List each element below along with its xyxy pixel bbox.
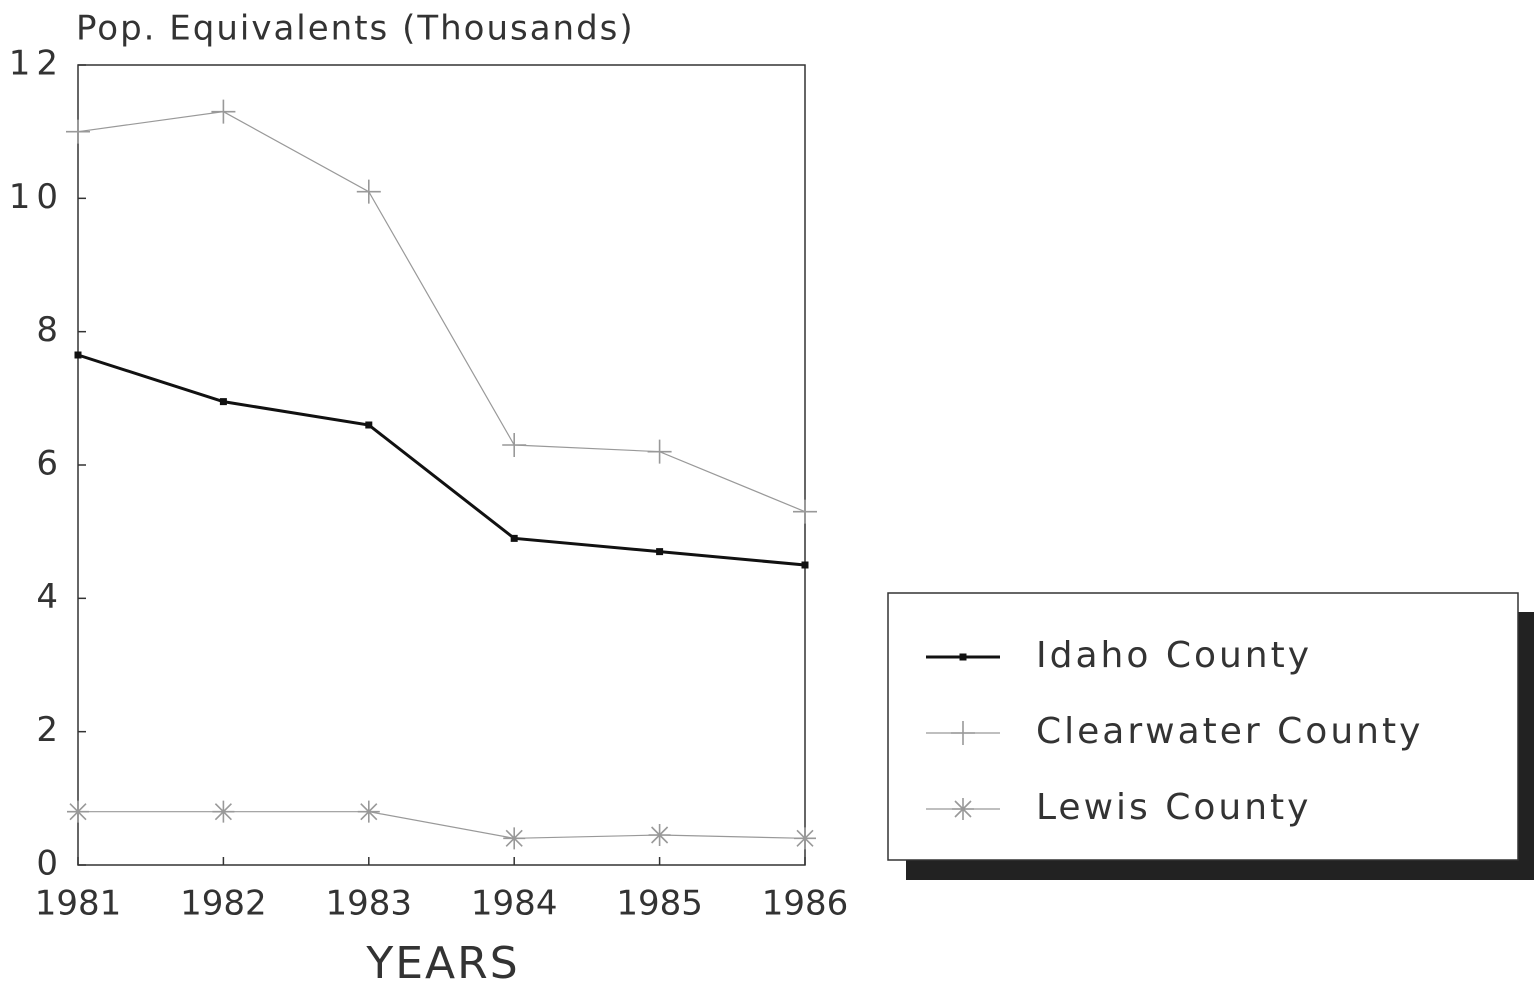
plot-frame: [77, 64, 806, 866]
x-axis-label: YEARS: [365, 938, 519, 989]
marker: [503, 827, 526, 850]
marker: [656, 548, 664, 556]
y-tick-label: 4: [36, 577, 64, 617]
marker: [801, 561, 809, 569]
marker: [67, 800, 89, 823]
series-line: [77, 353, 806, 567]
marker: [510, 534, 518, 542]
x-tick-label: 1985: [616, 884, 703, 924]
legend-box: [887, 592, 1519, 861]
x-tick-label: 1981: [35, 884, 122, 924]
x-tick-label: 1984: [471, 884, 558, 924]
marker: [365, 421, 373, 429]
y-tick-label: 10: [9, 177, 64, 217]
x-tick-label: 1982: [180, 884, 267, 924]
series-line: [78, 811, 806, 839]
marker: [648, 824, 671, 846]
legend-marker: [952, 798, 974, 820]
marker: [219, 398, 227, 406]
y-axis-label: Pop. Equivalents (Thousands): [76, 9, 635, 49]
marker: [793, 499, 817, 524]
x-tick-label: 1983: [326, 884, 413, 924]
y-tick-label: 12: [9, 44, 64, 84]
marker: [211, 99, 236, 124]
y-tick-label: 2: [36, 710, 64, 750]
legend-label: Lewis County: [1036, 787, 1311, 828]
marker: [66, 119, 90, 144]
marker: [794, 827, 816, 850]
legend-marker: [951, 721, 975, 745]
legend-marker: [959, 653, 967, 661]
marker: [647, 439, 672, 464]
marker: [74, 351, 82, 359]
marker: [356, 179, 381, 204]
legend-label: Idaho County: [1036, 635, 1312, 676]
series-line: [77, 111, 806, 513]
legend-label: Clearwater County: [1036, 711, 1423, 752]
x-tick-label: 1986: [762, 884, 849, 924]
marker: [357, 800, 380, 823]
y-tick-label: 0: [36, 844, 64, 884]
marker: [502, 433, 527, 457]
y-tick-label: 8: [36, 310, 64, 350]
marker: [212, 800, 235, 823]
y-tick-label: 6: [36, 444, 64, 484]
